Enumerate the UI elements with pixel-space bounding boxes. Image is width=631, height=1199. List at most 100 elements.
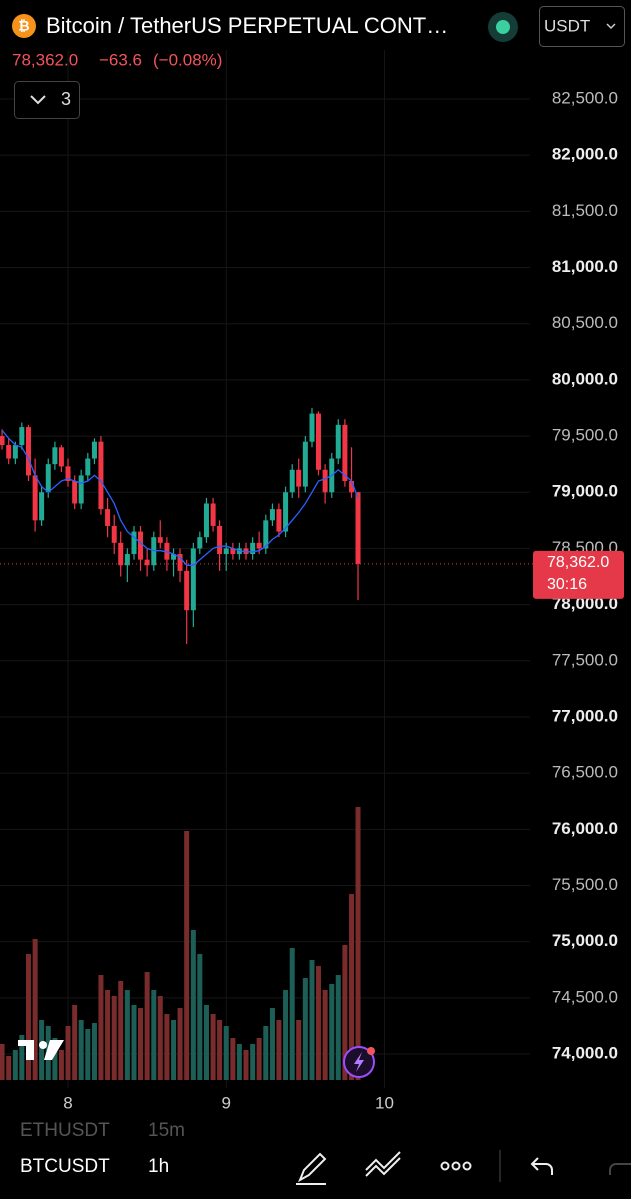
y-tick-label: 74,500.0 [552, 987, 618, 1006]
volume-bar [355, 807, 361, 1080]
candle-body [190, 548, 196, 611]
candle-body [85, 458, 91, 476]
y-tick-label: 75,500.0 [552, 875, 618, 894]
volume-bar [349, 894, 355, 1080]
volume-bar [78, 1020, 84, 1080]
candle-body [230, 548, 236, 555]
indicators-toggle[interactable] [14, 81, 80, 119]
y-tick-label: 75,000.0 [552, 931, 618, 950]
quote-price: 78,362.0 [12, 50, 78, 69]
indicators-count: 3 [61, 89, 71, 109]
volume-bar [25, 954, 31, 1080]
volume-bar [171, 1020, 177, 1080]
candle-body [32, 475, 38, 521]
candle-body [39, 492, 45, 521]
candle-body [177, 554, 183, 571]
candle-body [315, 413, 321, 470]
candle-body [203, 503, 209, 538]
candle-body [197, 537, 203, 549]
y-tick-label: 79,500.0 [552, 426, 618, 445]
volume-bar [118, 981, 124, 1080]
prev-symbol[interactable]: ETHUSDT [20, 1120, 110, 1141]
candle-body [6, 445, 12, 459]
moving-average [1, 429, 359, 566]
candle-body [157, 537, 163, 543]
volume-bar [52, 1038, 58, 1080]
volume-bar [315, 966, 321, 1080]
chart: 8 9 10 82,500.0 82,000.0 81,500.0 81,000.0 80,5… [0, 50, 624, 1112]
candle-body [124, 554, 130, 566]
prev-interval[interactable]: 15m [148, 1120, 185, 1141]
volume-bar [144, 972, 150, 1080]
candle-body [131, 531, 137, 555]
volume-bar [309, 960, 315, 1080]
tv-logo [18, 1040, 64, 1060]
symbol-button[interactable]: BTCUSDT [20, 1156, 110, 1177]
volume-bar [91, 1023, 97, 1080]
candle-body [65, 466, 71, 482]
candle-body [276, 509, 282, 532]
undo-icon[interactable] [530, 1157, 553, 1175]
candle-body [45, 464, 51, 493]
candle-body [217, 525, 223, 555]
candle-body [296, 469, 302, 487]
volume-bar [269, 1008, 275, 1080]
volume-bar [296, 1020, 302, 1080]
y-tick-label: 81,500.0 [552, 201, 618, 220]
lightning-icon [354, 1052, 364, 1072]
notification-dot [367, 1047, 375, 1055]
y-tick-label: 80,000.0 [552, 369, 618, 388]
y-tick-label: 82,000.0 [552, 145, 618, 164]
candle-body [289, 469, 295, 493]
y-tick-label: 76,500.0 [552, 763, 618, 782]
volume-bar [250, 1044, 256, 1080]
y-tick-label: 81,000.0 [552, 257, 618, 276]
y-tick-label: 82,500.0 [552, 88, 618, 107]
volume-bar [289, 948, 295, 1080]
volume-bar [151, 990, 157, 1080]
more-icon[interactable] [440, 1161, 472, 1171]
volume-bar [283, 990, 289, 1080]
candle-body [269, 509, 275, 521]
candle-body [223, 548, 229, 555]
symbol-title[interactable]: Bitcoin / TetherUS PERPETUAL CONT… [46, 13, 448, 38]
candle-body [256, 542, 262, 549]
volume-bar [58, 1050, 64, 1080]
interval-button[interactable]: 1h [148, 1156, 169, 1177]
candle-body [25, 427, 31, 476]
candle-body [0, 436, 5, 446]
volume-bar [230, 1038, 236, 1080]
candle-body [171, 554, 177, 560]
volume-bar [39, 1020, 45, 1080]
y-tick-label: 77,000.0 [552, 706, 618, 725]
x-tick-label: 9 [222, 1093, 231, 1112]
candle-body [72, 481, 78, 504]
volume-bar [197, 954, 203, 1080]
bottom-bar-mask [0, 1142, 631, 1199]
volume-bar [210, 1014, 216, 1080]
quote-change-pct: (−0.08%) [153, 50, 222, 69]
volume-bar [131, 1005, 137, 1080]
volume-bar [335, 975, 341, 1080]
draw-icon[interactable] [296, 1152, 327, 1185]
candle-body [355, 492, 361, 564]
quote-change: −63.6 [99, 50, 142, 69]
volume-bar [98, 975, 104, 1080]
candle-body [78, 475, 84, 504]
redo-icon[interactable] [609, 1163, 631, 1175]
volume-bar [12, 1050, 18, 1080]
volume-bar [302, 978, 308, 1080]
candle-body [19, 427, 25, 446]
volume-bar [0, 1044, 5, 1080]
lines-icon[interactable] [365, 1151, 401, 1177]
currency-select[interactable] [539, 6, 625, 47]
x-tick-label: 8 [63, 1093, 72, 1112]
dropdown-caret [606, 23, 616, 30]
candle-body [58, 447, 64, 467]
volume-bar [256, 1038, 262, 1080]
candle-body [144, 559, 150, 566]
status-dot [496, 20, 510, 34]
